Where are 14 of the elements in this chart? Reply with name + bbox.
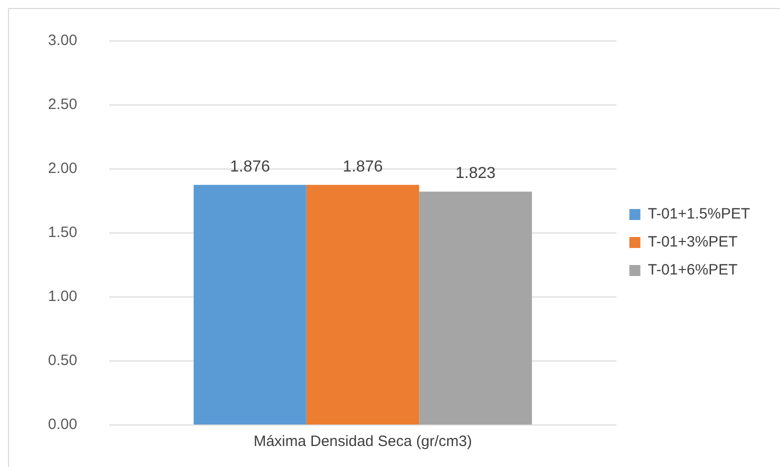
legend-label: T-01+3%PET [648, 234, 738, 251]
y-tick-label: 1.50 [48, 224, 78, 242]
data-label: 1.876 [342, 158, 383, 176]
y-tick-label: 2.50 [48, 96, 78, 114]
y-tick-label: 1.00 [48, 288, 78, 306]
x-tick-label: Máxima Densidad Seca (gr/cm3) [254, 433, 472, 450]
y-tick-label: 3.00 [48, 32, 78, 50]
legend-label: T-01+6%PET [648, 262, 738, 279]
data-label: 1.876 [230, 158, 270, 176]
y-tick-label: 0.50 [48, 352, 78, 370]
y-tick-label: 0.00 [48, 416, 78, 434]
data-label: 1.823 [456, 165, 496, 182]
legend-label: T-01+1.5%PET [648, 206, 750, 223]
y-tick-label: 2.00 [48, 160, 78, 178]
